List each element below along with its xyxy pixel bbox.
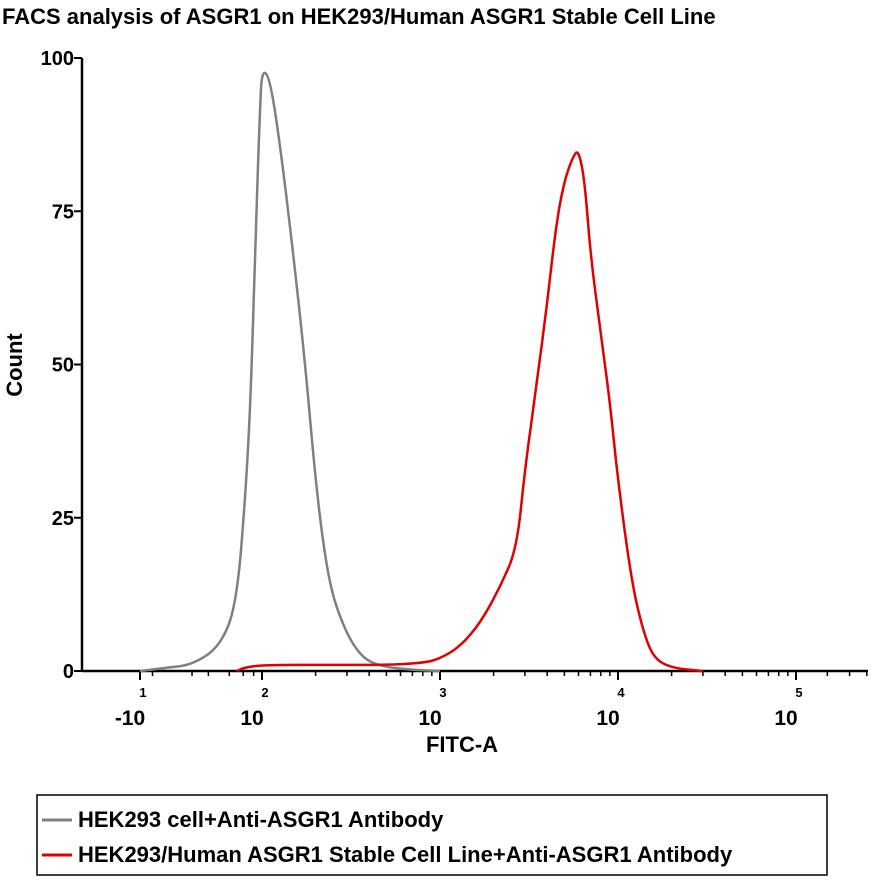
legend-box (36, 794, 828, 876)
x-axis-ticks: -10 1 10 2 10 3 10 4 10 5 (115, 671, 868, 730)
x-tick-label-base: 10 (596, 707, 619, 730)
series-line-2 (236, 151, 704, 673)
plot-area: 0 25 50 75 100 -10 1 10 2 10 3 10 4 10 5 (41, 48, 868, 730)
series-line-1 (139, 71, 441, 673)
x-tick-label-exponent: 4 (617, 685, 625, 700)
legend-label-1: HEK293 cell+Anti-ASGR1 Antibody (78, 807, 444, 832)
legend-label-2: HEK293/Human ASGR1 Stable Cell Line+Anti… (78, 842, 733, 867)
chart-title: FACS analysis of ASGR1 on HEK293/Human A… (2, 4, 716, 29)
y-tick-label: 0 (63, 661, 74, 683)
y-tick-label: 50 (52, 355, 74, 377)
x-tick-label-base: 10 (418, 707, 441, 730)
y-axis-ticks: 0 25 50 75 100 (41, 48, 82, 683)
series-layer (139, 71, 704, 673)
y-tick-label: 75 (52, 201, 74, 223)
y-tick-label: 100 (41, 48, 74, 70)
x-tick-label-base: 10 (774, 707, 797, 730)
x-axis-label: FITC-A (426, 732, 498, 757)
x-tick-label-exponent: 5 (795, 685, 802, 700)
y-axis-label: Count (2, 333, 27, 397)
x-tick-label-base: 10 (240, 707, 263, 730)
x-tick-label-exponent: 3 (439, 685, 446, 700)
x-tick-label-exponent: 1 (139, 685, 146, 700)
x-tick-label-base: -10 (115, 707, 145, 730)
legend: HEK293 cell+Anti-ASGR1 Antibody HEK293/Hu… (36, 794, 828, 876)
y-tick-label: 25 (52, 508, 74, 530)
x-tick-label-exponent: 2 (261, 685, 268, 700)
